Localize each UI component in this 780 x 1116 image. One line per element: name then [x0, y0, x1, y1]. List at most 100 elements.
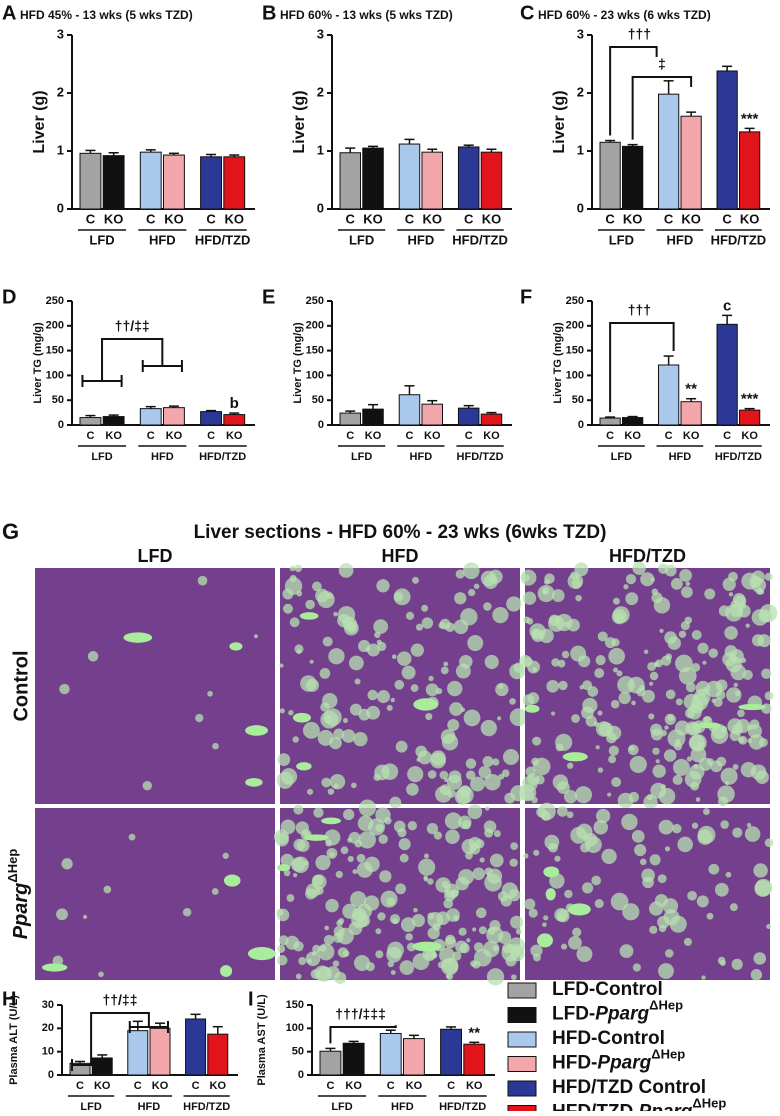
- lipid-droplet: [386, 704, 393, 711]
- bar: [622, 417, 644, 426]
- lipid-droplet: [492, 606, 509, 624]
- lipid-droplet: [399, 853, 409, 863]
- panel-label: E: [262, 286, 275, 308]
- lipid-droplet: [312, 874, 324, 886]
- bar: [440, 1028, 462, 1076]
- significance-label: ††/‡‡: [102, 992, 137, 1008]
- lipid-droplet: [293, 941, 304, 952]
- group-label: HFD/TZD: [715, 451, 762, 463]
- y-tick-label: 200: [566, 320, 584, 332]
- lipid-droplet: [734, 595, 747, 608]
- lipid-droplet: [293, 838, 306, 851]
- lipid-droplet: [315, 855, 331, 871]
- lipid-droplet: [572, 927, 582, 937]
- panel-label: F: [520, 286, 532, 308]
- lipid-droplet: [475, 907, 487, 919]
- y-tick-label: 150: [566, 345, 584, 357]
- y-tick-label: 250: [566, 295, 584, 307]
- bar: [421, 151, 443, 210]
- legend-name: HFD-: [552, 1053, 597, 1074]
- lipid-droplet: [597, 710, 603, 716]
- x-tick-label: KO: [423, 211, 443, 226]
- bar: [716, 323, 738, 426]
- x-tick-label: C: [464, 211, 474, 226]
- y-tick-label: 0: [577, 200, 584, 215]
- group-label: LFD: [609, 232, 634, 247]
- lipid-droplet: [375, 807, 391, 823]
- lipid-droplet: [664, 631, 677, 644]
- lipid-droplet: [751, 570, 765, 584]
- y-tick-label: 50: [312, 394, 324, 406]
- y-tick-label: 1: [317, 142, 324, 157]
- lipid-droplet: [401, 665, 416, 680]
- y-tick-label: 20: [42, 1022, 54, 1034]
- lipid-droplet: [463, 709, 481, 727]
- lipid-droplet: [704, 588, 716, 600]
- lipid-droplet: [628, 745, 635, 751]
- lipid-droplet: [625, 574, 637, 585]
- lipid-droplet: [576, 946, 593, 963]
- x-tick-label: C: [147, 430, 155, 442]
- lipid-droplet: [277, 944, 286, 953]
- lipid-droplet: [467, 588, 476, 597]
- lipid-droplet: [377, 912, 386, 921]
- lipid-droplet: [710, 726, 729, 744]
- lipid-droplet: [672, 823, 682, 834]
- legend-name: HFD-Control: [552, 1028, 665, 1049]
- lipid-droplet: [616, 670, 623, 677]
- lipid-droplet: [465, 851, 473, 860]
- lipid-droplet: [724, 626, 738, 640]
- group-label: HFD: [408, 232, 435, 247]
- lipid-droplet: [302, 721, 320, 739]
- micrograph: [35, 568, 275, 804]
- lipid-droplet: [627, 676, 645, 694]
- lipid-droplet: [387, 941, 404, 959]
- lipid-droplet: [664, 846, 671, 852]
- lipid-droplet: [515, 928, 522, 935]
- lipid-droplet: [341, 729, 356, 743]
- bar: [223, 156, 246, 210]
- lipid-droplet: [566, 811, 574, 819]
- vessel: [245, 725, 268, 736]
- bar: [457, 146, 480, 210]
- lipid-droplet: [449, 702, 463, 716]
- lipid-droplet: [681, 586, 693, 598]
- lipid-droplet: [427, 927, 440, 940]
- lipid-droplet: [503, 749, 519, 766]
- lipid-droplet: [653, 661, 660, 668]
- x-tick-label: C: [346, 430, 354, 442]
- lipid-droplet: [597, 767, 604, 773]
- lipid-droplet: [441, 734, 459, 751]
- lipid-droplet: [425, 712, 433, 721]
- lipid-droplet: [716, 756, 727, 767]
- vessel: [220, 965, 233, 977]
- x-tick-label: KO: [740, 211, 760, 226]
- vessel: [543, 866, 560, 878]
- y-tick-label: 50: [572, 394, 584, 406]
- y-tick-label: 0: [57, 200, 64, 215]
- lipid-droplet: [305, 888, 317, 900]
- lipid-droplet: [593, 819, 609, 835]
- lipid-droplet: [283, 869, 291, 877]
- lipid-droplet: [542, 922, 547, 927]
- lipid-droplet: [718, 605, 730, 617]
- lipid-droplet: [696, 895, 709, 908]
- lipid-droplet: [289, 617, 300, 628]
- lipid-droplet: [680, 621, 690, 631]
- lipid-droplet: [398, 838, 411, 851]
- lipid-droplet: [685, 682, 696, 693]
- bar: [599, 141, 621, 210]
- bar: [463, 1043, 486, 1076]
- legend-label: LFD-PpargΔHep: [552, 998, 683, 1025]
- lipid-droplet: [367, 689, 378, 701]
- lipid-droplet: [411, 576, 419, 584]
- bar: [139, 408, 162, 426]
- lipid-droplet: [399, 960, 415, 975]
- lipid-droplet: [286, 894, 295, 902]
- lipid-droplet: [536, 807, 547, 818]
- lipid-droplet: [342, 903, 358, 919]
- lipid-droplet: [375, 928, 382, 935]
- lipid-droplet: [319, 668, 331, 679]
- row-label: PpargΔHep: [5, 849, 32, 940]
- lipid-droplet: [754, 878, 773, 897]
